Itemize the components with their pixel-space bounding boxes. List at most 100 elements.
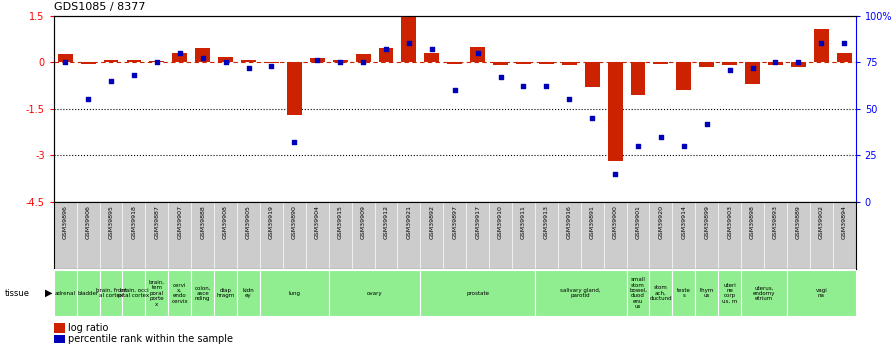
Bar — [791, 62, 806, 67]
Text: brain, front
al cortex: brain, front al cortex — [96, 288, 126, 298]
Point — [745, 65, 760, 70]
Bar — [310, 58, 324, 62]
Point — [539, 83, 554, 89]
Point — [494, 74, 508, 80]
Point — [791, 59, 806, 65]
Point — [722, 67, 737, 72]
Bar — [260, 270, 329, 316]
Text: brain,
tem
poral
porte
x: brain, tem poral porte x — [149, 280, 165, 307]
Point — [608, 171, 623, 177]
Text: GSM39899: GSM39899 — [704, 205, 710, 239]
Text: ovary: ovary — [366, 291, 383, 296]
Bar — [562, 62, 577, 65]
Text: GSM39891: GSM39891 — [590, 205, 595, 239]
Point — [448, 87, 462, 93]
Text: GSM39894: GSM39894 — [841, 205, 847, 239]
Bar — [626, 270, 650, 316]
Bar — [168, 270, 191, 316]
Bar — [332, 60, 348, 62]
Text: GSM39889: GSM39889 — [796, 205, 801, 239]
Bar — [745, 62, 760, 84]
Point — [562, 97, 576, 102]
Bar — [837, 53, 852, 62]
Bar — [787, 270, 856, 316]
Text: GDS1085 / 8377: GDS1085 / 8377 — [54, 2, 145, 12]
Bar — [214, 270, 237, 316]
Bar — [722, 62, 737, 65]
Text: GSM39916: GSM39916 — [567, 205, 572, 239]
Point — [676, 143, 691, 149]
Bar — [104, 60, 118, 62]
Bar — [425, 53, 439, 62]
Text: GSM39903: GSM39903 — [728, 205, 732, 239]
Bar — [145, 270, 168, 316]
Bar — [719, 270, 741, 316]
Text: GSM39887: GSM39887 — [154, 205, 159, 239]
Point — [219, 59, 233, 65]
Bar — [631, 62, 645, 95]
Text: diap
hragm: diap hragm — [217, 288, 235, 298]
Bar — [241, 60, 256, 62]
Bar — [57, 55, 73, 62]
Point — [288, 139, 302, 145]
Bar — [356, 55, 371, 62]
Text: uterus,
endomy
etrium: uterus, endomy etrium — [753, 285, 775, 301]
Bar — [401, 16, 417, 62]
Bar — [195, 48, 211, 62]
Point — [837, 41, 851, 46]
Text: cervi
x,
endo
cervix: cervi x, endo cervix — [171, 283, 188, 304]
Text: GSM39908: GSM39908 — [223, 205, 228, 239]
Bar — [768, 62, 783, 65]
Point — [58, 59, 73, 65]
Text: GSM39917: GSM39917 — [475, 205, 480, 239]
Bar — [77, 270, 99, 316]
Text: GSM39897: GSM39897 — [452, 205, 457, 239]
Text: GSM39890: GSM39890 — [292, 205, 297, 239]
Point — [104, 78, 118, 83]
Text: GSM39896: GSM39896 — [63, 205, 68, 239]
Text: colon,
asce
nding: colon, asce nding — [194, 285, 211, 301]
Text: uteri
ne
corp
us, m: uteri ne corp us, m — [722, 283, 737, 304]
Text: GSM39919: GSM39919 — [269, 205, 274, 239]
Point — [585, 115, 599, 121]
Bar — [538, 62, 554, 64]
Text: GSM39906: GSM39906 — [86, 205, 90, 239]
Bar — [218, 57, 233, 62]
Text: GSM39892: GSM39892 — [429, 205, 435, 239]
Text: teste
s: teste s — [676, 288, 691, 298]
Text: small
stom
bowel,
duod
enu
us: small stom bowel, duod enu us — [629, 277, 647, 309]
Bar — [99, 270, 123, 316]
Text: GSM39912: GSM39912 — [383, 205, 389, 239]
Bar — [191, 270, 214, 316]
Bar — [516, 62, 531, 64]
Bar — [264, 62, 279, 63]
Point — [769, 59, 783, 65]
Text: GSM39898: GSM39898 — [750, 205, 755, 239]
Point — [150, 59, 164, 65]
Text: log ratio: log ratio — [68, 323, 108, 333]
Point — [173, 50, 187, 56]
Point — [310, 58, 324, 63]
Point — [264, 63, 279, 69]
Point — [631, 143, 645, 149]
Text: GSM39893: GSM39893 — [773, 205, 778, 239]
Bar — [493, 62, 508, 65]
Bar — [172, 53, 187, 62]
Bar — [672, 270, 695, 316]
Point — [425, 46, 439, 52]
Text: GSM39907: GSM39907 — [177, 205, 182, 239]
Text: tissue: tissue — [4, 289, 30, 298]
Point — [470, 50, 485, 56]
Bar — [237, 270, 260, 316]
Text: adrenal: adrenal — [55, 291, 76, 296]
Point — [127, 72, 142, 78]
Text: thym
us: thym us — [700, 288, 714, 298]
Point — [333, 59, 348, 65]
Text: stom
ach,
ductund: stom ach, ductund — [650, 285, 672, 301]
Text: GSM39921: GSM39921 — [407, 205, 411, 239]
Point — [516, 83, 530, 89]
Bar — [676, 62, 692, 90]
Text: GSM39910: GSM39910 — [498, 205, 503, 239]
Text: vagi
na: vagi na — [815, 288, 827, 298]
Text: GSM39888: GSM39888 — [200, 205, 205, 239]
